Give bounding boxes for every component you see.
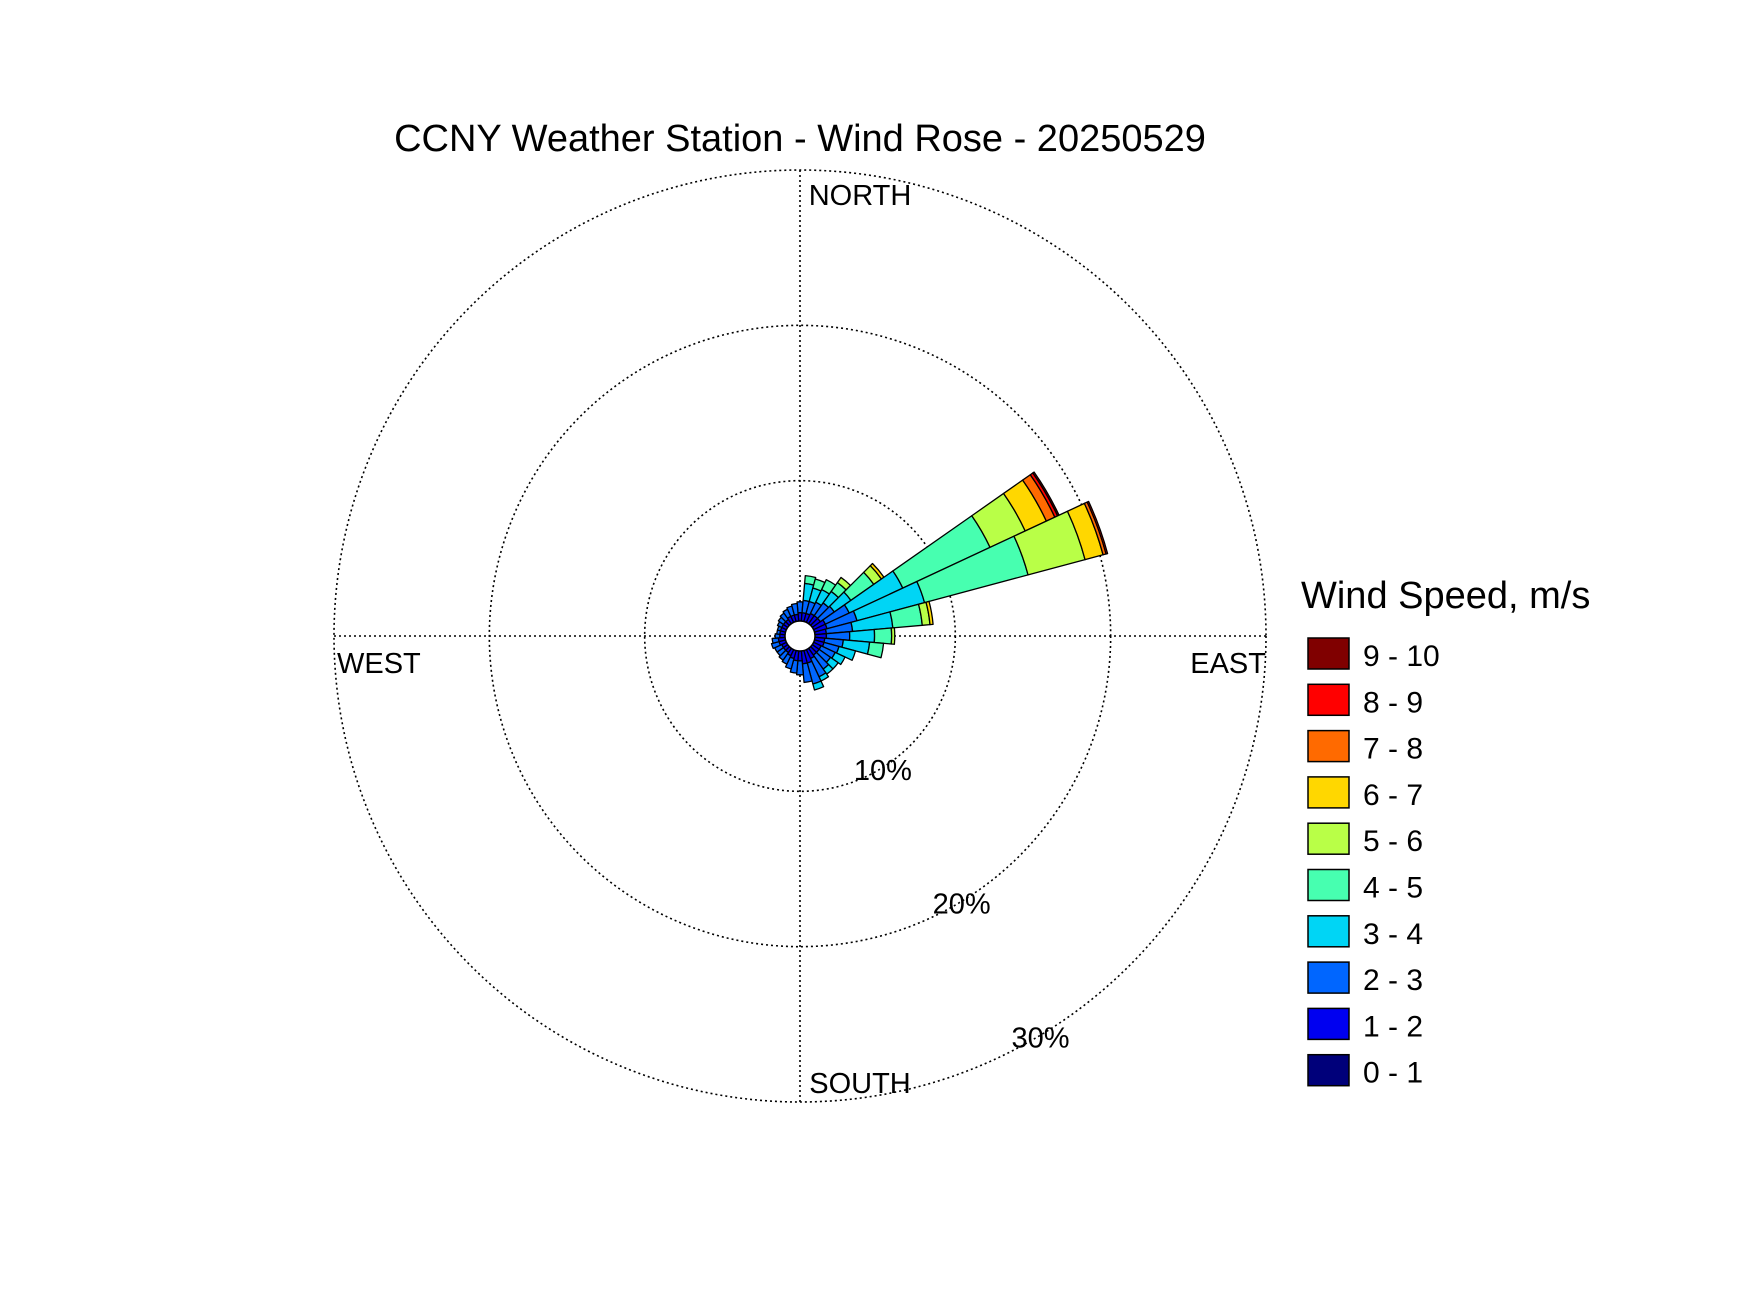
petal-segment [778,649,790,661]
petal-segment [774,633,781,639]
legend-label: 5 - 6 [1363,825,1423,858]
legend-swatch [1307,868,1350,902]
legend-swatch [1307,961,1350,994]
legend-item: 1 - 2 [1307,1007,1423,1043]
legend-swatch [1307,637,1350,670]
direction-label-north: NORTH [809,180,912,212]
center-hole [784,620,816,652]
sector-40 [807,576,852,627]
sector-60 [811,471,1060,631]
legend-item: 7 - 8 [1307,729,1423,766]
petal-segment [866,641,885,659]
petal-segment [1086,500,1109,555]
sector-70 [812,500,1109,633]
petal-segment [835,645,857,661]
legend-label: 3 - 4 [1363,918,1423,951]
legend: Wind Speed, m/s 9 - 10 8 - 9 7 - 8 6 - 7 5 -… [1301,575,1590,1090]
ring-label-3: 30% [1011,1023,1069,1055]
legend-item: 4 - 5 [1307,868,1423,905]
legend-swatch [1307,683,1350,717]
legend-item: 8 - 9 [1307,683,1423,719]
ring-labels: 10% 20% 30% [854,755,1070,1055]
legend-item: 6 - 7 [1307,776,1423,812]
legend-item: 2 - 3 [1307,961,1423,997]
direction-label-east: EAST [1190,648,1266,680]
petal-segment [925,600,934,626]
legend-label: 4 - 5 [1363,872,1423,905]
sector-80 [813,600,934,636]
petal-segment [795,660,805,676]
wind-rose-petals [770,471,1109,691]
legend-label: 1 - 2 [1363,1010,1423,1043]
sector-150 [805,647,830,682]
legend-item: 5 - 6 [1307,822,1423,858]
petal-segment [781,653,792,665]
legend-label: 2 - 3 [1363,964,1423,997]
sector-210 [781,647,795,665]
petal-segment [784,656,795,670]
sector-100 [813,636,885,659]
direction-label-west: WEST [337,648,421,680]
legend-item: 0 - 1 [1307,1053,1423,1090]
petal-segment [873,627,893,645]
legend-swatch [1307,822,1350,855]
legend-label: 9 - 10 [1363,640,1440,673]
direction-label-south: SOUTH [809,1068,911,1100]
petal-segment [790,602,799,616]
legend-swatch [1307,1053,1350,1087]
legend-label: 6 - 7 [1363,779,1423,812]
sector-90 [814,627,896,645]
petal-segment [801,662,813,684]
ring-label-1: 10% [854,755,912,787]
petal-segment [812,680,825,691]
petal-segment [771,637,780,644]
petal-segment [831,651,846,666]
petal-segment [789,659,799,674]
legend-label: 8 - 9 [1363,686,1423,719]
legend-label: 7 - 8 [1363,733,1423,766]
legend-label: 0 - 1 [1363,1057,1423,1090]
petal-segment [803,575,817,586]
legend-swatch [1307,915,1350,948]
legend-swatch [1307,1007,1350,1041]
legend-swatch [1307,776,1350,809]
ring-label-2: 20% [933,889,991,921]
petal-segment [890,627,896,645]
legend-item: 9 - 10 [1307,637,1440,673]
legend-swatch [1307,729,1350,763]
legend-item: 3 - 4 [1307,915,1423,951]
sector-190 [789,649,800,674]
legend-title: Wind Speed, m/s [1301,575,1590,617]
chart-title: CCNY Weather Station - Wind Rose - 20250… [394,118,1206,160]
